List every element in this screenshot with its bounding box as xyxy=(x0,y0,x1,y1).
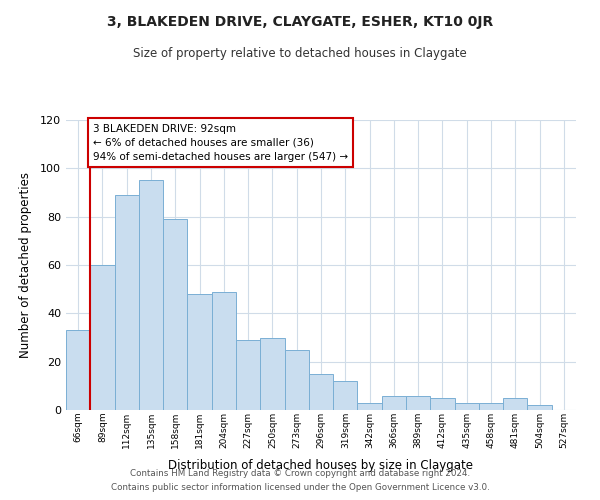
Bar xyxy=(309,374,333,410)
Bar xyxy=(382,396,406,410)
Text: Contains HM Land Registry data © Crown copyright and database right 2024.: Contains HM Land Registry data © Crown c… xyxy=(130,468,470,477)
Bar xyxy=(236,340,260,410)
Text: Contains public sector information licensed under the Open Government Licence v3: Contains public sector information licen… xyxy=(110,484,490,492)
Text: 3 BLAKEDEN DRIVE: 92sqm
← 6% of detached houses are smaller (36)
94% of semi-det: 3 BLAKEDEN DRIVE: 92sqm ← 6% of detached… xyxy=(93,124,348,162)
X-axis label: Distribution of detached houses by size in Claygate: Distribution of detached houses by size … xyxy=(169,459,473,472)
Bar xyxy=(66,330,90,410)
Bar xyxy=(163,219,187,410)
Bar xyxy=(284,350,309,410)
Bar xyxy=(430,398,455,410)
Bar xyxy=(455,403,479,410)
Text: 3, BLAKEDEN DRIVE, CLAYGATE, ESHER, KT10 0JR: 3, BLAKEDEN DRIVE, CLAYGATE, ESHER, KT10… xyxy=(107,15,493,29)
Bar xyxy=(479,403,503,410)
Bar xyxy=(90,265,115,410)
Text: Size of property relative to detached houses in Claygate: Size of property relative to detached ho… xyxy=(133,48,467,60)
Bar xyxy=(527,405,552,410)
Bar xyxy=(115,195,139,410)
Bar xyxy=(333,381,358,410)
Bar xyxy=(503,398,527,410)
Bar xyxy=(139,180,163,410)
Bar xyxy=(358,403,382,410)
Bar xyxy=(187,294,212,410)
Bar xyxy=(260,338,284,410)
Y-axis label: Number of detached properties: Number of detached properties xyxy=(19,172,32,358)
Bar xyxy=(406,396,430,410)
Bar xyxy=(212,292,236,410)
